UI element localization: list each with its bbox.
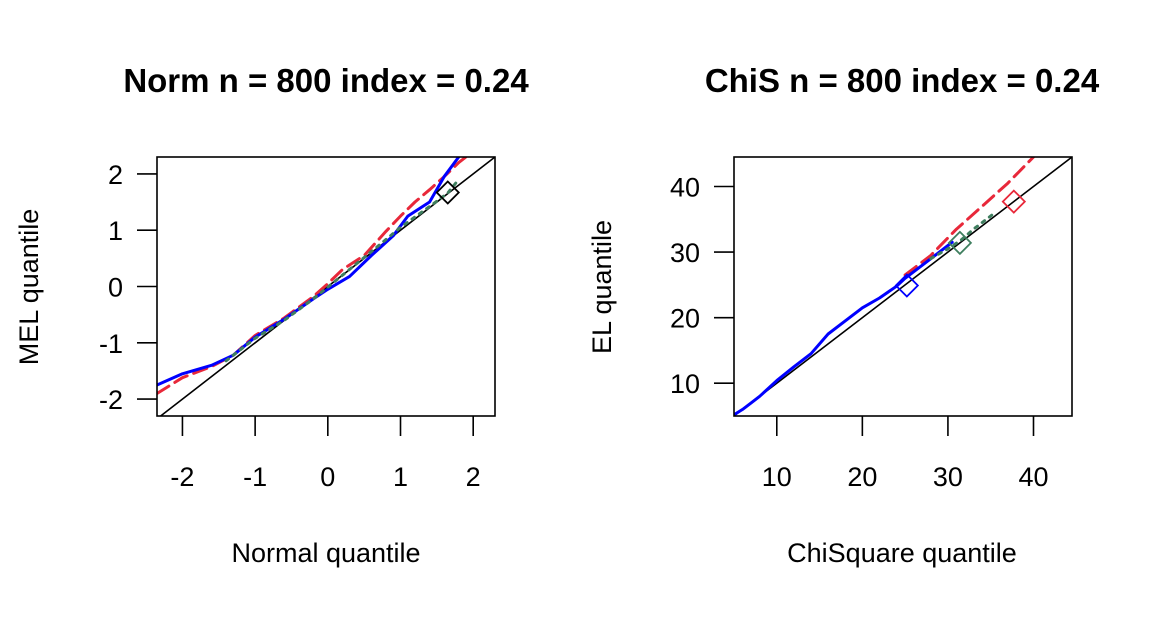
series-line-dotted-2 bbox=[224, 178, 461, 363]
x-tick-label: -1 bbox=[243, 462, 267, 492]
series-line-solid-1 bbox=[734, 240, 954, 416]
chart-title: ChiS n = 800 index = 0.24 bbox=[705, 62, 1100, 99]
diamond-marker-1 bbox=[947, 230, 973, 256]
series-line-dashed-0 bbox=[157, 157, 469, 395]
x-tick-label: 20 bbox=[847, 462, 877, 492]
diamond-marker-0 bbox=[435, 180, 461, 205]
y-tick-label: 2 bbox=[108, 160, 123, 190]
x-tick-label: 1 bbox=[393, 462, 408, 492]
y-tick-label: 1 bbox=[108, 216, 123, 246]
plot-area: -2 -1 0 1 2 -2 -1 0 1 2 bbox=[99, 156, 496, 492]
diamond-marker-2 bbox=[1001, 189, 1027, 214]
x-axis-label: ChiSquare quantile bbox=[787, 538, 1017, 568]
y-tick-label: 20 bbox=[670, 304, 700, 334]
series-line-dotted-2 bbox=[929, 211, 997, 261]
y-tick-label: 0 bbox=[108, 273, 123, 303]
x-tick-label: 30 bbox=[933, 462, 963, 492]
y-tick-label: 40 bbox=[670, 173, 700, 203]
x-tick-label: -2 bbox=[170, 462, 194, 492]
plot-area: 10 20 30 40 10 20 30 40 bbox=[670, 156, 1073, 492]
x-tick-label: 10 bbox=[762, 462, 792, 492]
y-axis-label: MEL quantile bbox=[14, 209, 44, 366]
reference-line bbox=[734, 157, 1072, 416]
y-tick-label: 10 bbox=[670, 369, 700, 399]
y-tick-label: 30 bbox=[670, 238, 700, 268]
diamond-marker-0 bbox=[894, 273, 920, 298]
x-tick-label: 2 bbox=[466, 462, 481, 492]
chart-title: Norm n = 800 index = 0.24 bbox=[123, 62, 529, 99]
panel-norm: Norm n = 800 index = 0.24 Normal quantil… bbox=[14, 62, 529, 568]
series-line-solid-1 bbox=[157, 157, 461, 387]
y-tick-label: -2 bbox=[99, 385, 123, 415]
x-axis-label: Normal quantile bbox=[231, 538, 420, 568]
y-axis-label: EL quantile bbox=[587, 220, 617, 354]
series-line-dashed-0 bbox=[903, 157, 1035, 277]
x-tick-label: 40 bbox=[1018, 462, 1048, 492]
y-tick-label: -1 bbox=[99, 329, 123, 359]
x-tick-label: 0 bbox=[320, 462, 335, 492]
plot-frame bbox=[733, 156, 1073, 417]
panel-chis: ChiS n = 800 index = 0.24 ChiSquare quan… bbox=[587, 62, 1100, 568]
